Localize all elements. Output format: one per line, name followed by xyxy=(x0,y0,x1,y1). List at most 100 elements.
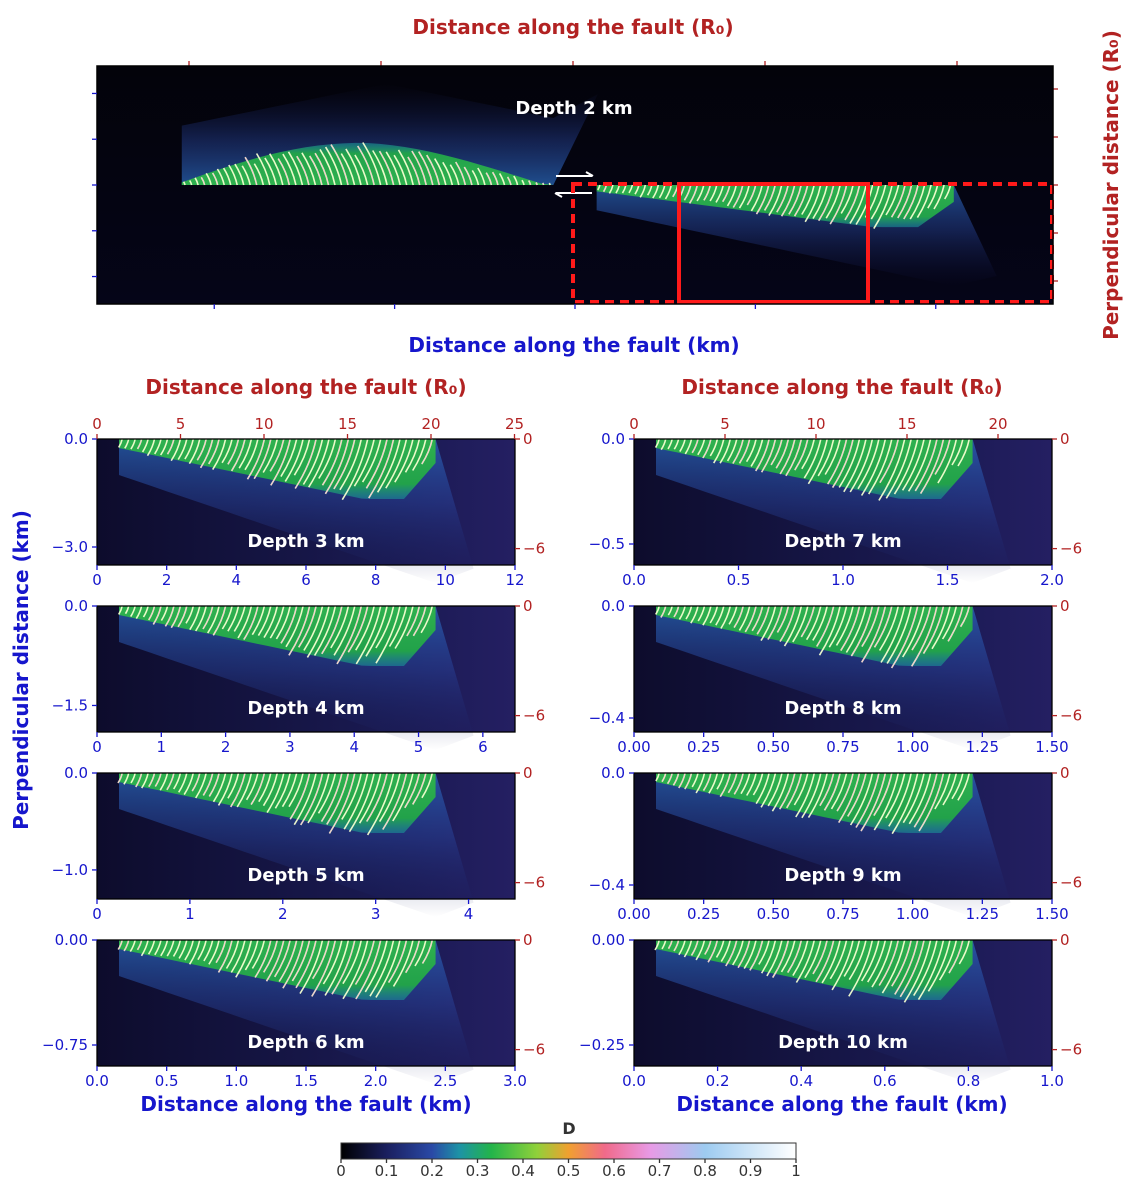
damage-streak xyxy=(942,772,958,806)
damage-streak-accent xyxy=(123,939,129,952)
damage-streak-accent xyxy=(295,939,317,988)
damage-streak xyxy=(397,149,414,186)
damage-streak xyxy=(732,939,744,966)
damage-streak-accent xyxy=(227,438,239,465)
damage-streak-accent xyxy=(382,772,407,830)
damage-streak-accent xyxy=(734,772,744,795)
damage-streak xyxy=(369,939,395,997)
km-xtick: 1 xyxy=(157,738,167,756)
damage-streak xyxy=(264,157,278,186)
r0-xtick: 10 xyxy=(254,415,273,433)
damage-streak-accent xyxy=(412,772,427,805)
damage-streak xyxy=(848,939,874,997)
colorbar-tick: 0.6 xyxy=(602,1162,626,1180)
r0-ytick: 0 xyxy=(1060,764,1070,782)
damage-streak-accent xyxy=(829,184,847,225)
km-ytick: −1.5 xyxy=(52,696,88,714)
r0-xtick: 10 xyxy=(806,415,825,433)
damage-streak xyxy=(830,772,848,810)
damage-streak xyxy=(792,605,809,643)
damage-streak xyxy=(123,772,130,785)
damage-streak-accent xyxy=(282,939,304,989)
damage-streak xyxy=(303,605,324,651)
damage-streak-accent xyxy=(707,939,718,963)
damage-streak-accent xyxy=(772,939,789,978)
damage-streak xyxy=(207,605,220,634)
damage-streak-accent xyxy=(300,772,323,826)
damage-streak-accent xyxy=(818,184,834,221)
damage-streak xyxy=(795,772,816,818)
damage-streak-accent xyxy=(263,939,278,973)
damage-streak-accent xyxy=(153,605,162,625)
damage-streak xyxy=(124,605,130,615)
damage-streak-accent xyxy=(960,605,970,627)
damage-streak-accent xyxy=(851,605,873,657)
damage-streak xyxy=(353,438,375,487)
damage-streak-accent xyxy=(197,438,207,461)
damage-streak xyxy=(160,939,169,957)
damage-streak xyxy=(783,605,803,647)
damage-streak xyxy=(340,153,356,186)
damage-streak-accent xyxy=(788,184,802,215)
damage-streak xyxy=(655,605,660,615)
damage-streak xyxy=(760,772,777,808)
damage-streak-accent xyxy=(171,605,181,628)
damage-streak xyxy=(903,939,932,1003)
top-km-xlabel: Distance along the fault (km) xyxy=(408,333,739,357)
damage-streak xyxy=(212,438,227,471)
damage-streak xyxy=(661,939,667,950)
km-xtick: 0.50 xyxy=(757,905,790,923)
damage-streak xyxy=(838,438,861,488)
damage-streak-accent xyxy=(294,438,317,489)
damage-streak-accent xyxy=(247,438,265,480)
damage-streak xyxy=(715,939,725,958)
r0-ytick: −6 xyxy=(523,1041,545,1059)
damage-streak xyxy=(244,438,259,471)
damage-streak xyxy=(317,772,337,814)
damage-streak-accent xyxy=(167,438,175,455)
damage-streak-accent xyxy=(775,438,789,469)
damage-streak xyxy=(758,939,770,965)
damage-streak-accent xyxy=(737,939,750,968)
damage-streak-accent xyxy=(388,939,407,983)
damage-streak xyxy=(845,605,867,653)
damage-streak xyxy=(768,184,783,217)
damage-streak xyxy=(913,939,938,997)
damage-streak xyxy=(880,605,906,663)
damage-streak xyxy=(366,772,395,836)
km-ytick: 0.0 xyxy=(601,764,625,782)
damage-streak-accent xyxy=(836,772,854,812)
km-xtick: 3.0 xyxy=(503,1072,527,1090)
damage-core xyxy=(596,185,954,228)
damage-streak xyxy=(678,605,686,620)
damage-streak-accent xyxy=(298,605,317,648)
damage-streak xyxy=(358,772,382,824)
damage-streak-accent xyxy=(934,438,951,475)
damage-streak xyxy=(258,772,272,803)
damage-streak xyxy=(720,605,732,629)
damage-streak xyxy=(873,184,893,230)
damage-streak xyxy=(709,184,718,202)
right-col-km-xlabel: Distance along the fault (km) xyxy=(676,1092,1007,1116)
damage-streak xyxy=(318,438,337,479)
damage-streak xyxy=(287,151,304,186)
damage-streak-accent xyxy=(166,772,175,790)
damage-streak-accent xyxy=(947,605,964,642)
damage-streak-accent xyxy=(812,939,828,975)
left-km-ylabel: Perpendicular distance (km) xyxy=(9,510,33,830)
damage-streak xyxy=(702,605,712,626)
damage-streak-accent xyxy=(325,438,349,494)
damage-streak-accent xyxy=(756,184,769,215)
damage-streak xyxy=(197,939,207,961)
damage-streak xyxy=(355,605,382,665)
km-xtick: 0.0 xyxy=(622,571,646,589)
damage-streak xyxy=(888,772,912,827)
solid-zoom-box xyxy=(677,182,870,304)
damage-streak-accent xyxy=(801,605,815,638)
damage-streak xyxy=(690,605,699,624)
damage-streak xyxy=(678,939,686,956)
damage-streak xyxy=(885,438,912,499)
damage-streak xyxy=(878,605,900,651)
km-ytick: 0.0 xyxy=(601,430,625,448)
damage-streak xyxy=(182,181,186,186)
